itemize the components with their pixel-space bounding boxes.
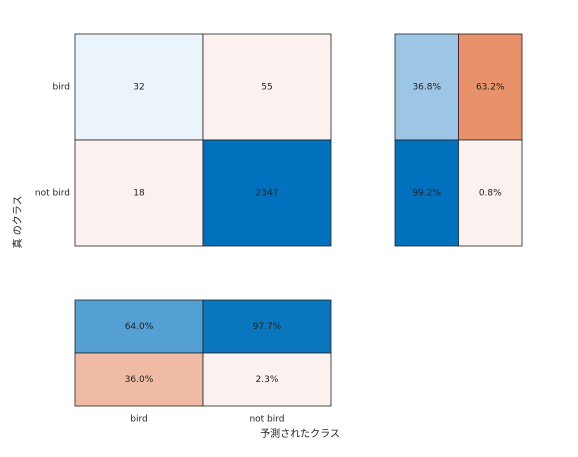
cell-label: 64.0% bbox=[125, 322, 154, 332]
cell bbox=[458, 33, 523, 141]
cell bbox=[202, 139, 332, 247]
cell bbox=[202, 33, 332, 141]
cell-label: 2347 bbox=[256, 189, 279, 199]
cell bbox=[394, 139, 459, 247]
cell-label: 55 bbox=[261, 83, 272, 93]
cell-label: 99.2% bbox=[412, 189, 441, 199]
cell-label: 2.3% bbox=[256, 375, 279, 385]
cell bbox=[458, 139, 523, 247]
cell bbox=[202, 299, 332, 354]
cell bbox=[394, 33, 459, 141]
cell bbox=[74, 139, 204, 247]
cell-label: 36.0% bbox=[125, 375, 154, 385]
y-tick-label: bird bbox=[53, 83, 70, 93]
y-axis-title: 真 のクラス bbox=[11, 196, 24, 249]
cell-label: 97.7% bbox=[253, 322, 282, 332]
y-tick-label: not bird bbox=[35, 189, 70, 199]
cell-label: 18 bbox=[133, 189, 145, 199]
x-tick-label: bird bbox=[130, 415, 147, 425]
x-tick-label: not bird bbox=[249, 415, 284, 425]
cell bbox=[202, 352, 332, 407]
cell-label: 63.2% bbox=[476, 83, 505, 93]
cell-label: 32 bbox=[133, 83, 144, 93]
cell-label: 0.8% bbox=[479, 189, 502, 199]
x-axis-title: 予測されたクラス bbox=[260, 427, 340, 440]
cell-label: 36.8% bbox=[412, 83, 441, 93]
cell bbox=[74, 33, 204, 141]
